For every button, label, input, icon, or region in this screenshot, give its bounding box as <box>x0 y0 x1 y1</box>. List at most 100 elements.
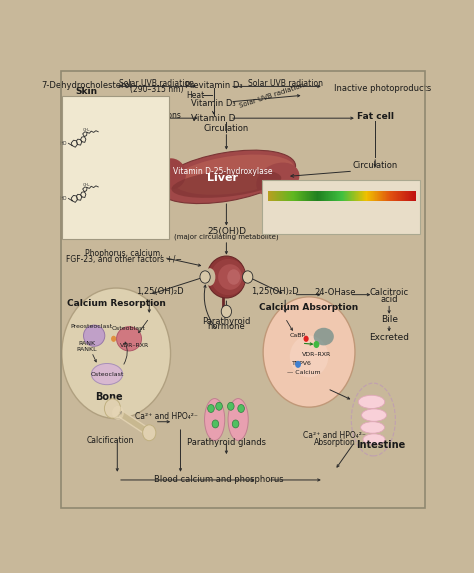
Text: Vitamin D₂: Vitamin D₂ <box>68 98 109 107</box>
Ellipse shape <box>363 434 385 445</box>
Circle shape <box>112 406 124 420</box>
Ellipse shape <box>91 363 123 384</box>
Circle shape <box>104 399 120 418</box>
Text: Liver: Liver <box>207 173 238 183</box>
Circle shape <box>216 402 222 410</box>
Text: Excreted: Excreted <box>369 333 409 343</box>
Circle shape <box>62 288 171 419</box>
Text: Calcium Absorption: Calcium Absorption <box>259 303 359 312</box>
Text: Reference range: Reference range <box>301 182 381 191</box>
Text: Intestine: Intestine <box>356 439 405 450</box>
Ellipse shape <box>218 264 242 290</box>
Circle shape <box>303 336 309 342</box>
Text: Blood calcium and phosphorus: Blood calcium and phosphorus <box>154 476 284 484</box>
Text: Osteoblast: Osteoblast <box>111 325 145 331</box>
Text: ⊕: ⊕ <box>223 307 230 316</box>
Text: 1,25(OH)₂D: 1,25(OH)₂D <box>137 286 184 296</box>
Text: Diet: Diet <box>77 112 99 121</box>
Text: HO: HO <box>68 151 76 156</box>
Text: Chylomicrons: Chylomicrons <box>130 111 182 120</box>
Text: Solar UVB radiation: Solar UVB radiation <box>119 79 194 88</box>
Text: Parathyroid: Parathyroid <box>202 317 251 325</box>
Text: ⊕: ⊕ <box>201 273 209 281</box>
Text: Kidneys: Kidneys <box>204 274 248 284</box>
Text: CH₃: CH₃ <box>74 134 83 138</box>
Text: Preosteoclast: Preosteoclast <box>71 324 113 329</box>
Text: (290–315 nm): (290–315 nm) <box>130 85 183 93</box>
Text: Vitamin D: Vitamin D <box>191 113 236 123</box>
Text: RANK: RANK <box>79 341 96 346</box>
Text: FGF-23, and other factors +/−: FGF-23, and other factors +/− <box>65 255 182 264</box>
Text: acid: acid <box>380 295 398 304</box>
Text: Deficiency: Deficiency <box>268 225 303 230</box>
Ellipse shape <box>205 399 225 441</box>
Ellipse shape <box>211 259 246 295</box>
Text: <20 ng/ml: <20 ng/ml <box>268 201 304 207</box>
Text: Heat: Heat <box>186 91 204 100</box>
Circle shape <box>313 341 319 348</box>
Text: VDR–RXR: VDR–RXR <box>120 343 149 348</box>
Text: 25(OH)D: 25(OH)D <box>207 227 246 236</box>
Text: 20–100 ng/ml: 20–100 ng/ml <box>319 201 364 207</box>
Ellipse shape <box>256 163 300 197</box>
Ellipse shape <box>157 150 296 203</box>
Text: Phophorus, calcium,: Phophorus, calcium, <box>85 249 162 258</box>
Text: 24-OHase: 24-OHase <box>315 288 356 297</box>
Ellipse shape <box>358 395 385 409</box>
Text: Fat cell: Fat cell <box>356 112 394 121</box>
Text: Vitamin D₃: Vitamin D₃ <box>100 121 140 130</box>
Circle shape <box>238 405 245 413</box>
Text: >150 ng/ml: >150 ng/ml <box>375 201 415 207</box>
Circle shape <box>221 305 231 317</box>
Circle shape <box>263 297 355 407</box>
Text: Inactive photoproducts: Inactive photoproducts <box>334 84 431 93</box>
Circle shape <box>143 425 156 441</box>
Ellipse shape <box>228 399 248 441</box>
Text: Parathyroid glands: Parathyroid glands <box>187 438 266 448</box>
Text: Absorption: Absorption <box>314 438 356 446</box>
Ellipse shape <box>361 422 384 433</box>
Text: Calcification: Calcification <box>87 435 134 445</box>
Circle shape <box>232 420 239 428</box>
Ellipse shape <box>290 335 328 378</box>
Ellipse shape <box>362 409 387 421</box>
Text: Vitamin D₃: Vitamin D₃ <box>191 99 236 108</box>
Text: TRPV6: TRPV6 <box>292 361 311 366</box>
Text: CH₂: CH₂ <box>86 124 95 129</box>
Text: Previtamin D₃: Previtamin D₃ <box>185 81 242 90</box>
Ellipse shape <box>83 325 105 346</box>
Text: Solar UVB radiation: Solar UVB radiation <box>238 82 305 109</box>
Circle shape <box>212 420 219 428</box>
Ellipse shape <box>172 169 281 198</box>
Text: Circulation: Circulation <box>204 124 249 133</box>
Text: (major circulating metabolite): (major circulating metabolite) <box>174 234 279 240</box>
Text: Skin: Skin <box>76 87 98 96</box>
Text: 30–60 ng/ml: 30–60 ng/ml <box>320 226 362 233</box>
Circle shape <box>208 405 214 413</box>
Text: HO: HO <box>59 197 67 202</box>
Ellipse shape <box>117 327 142 351</box>
Text: Solar UVB radiation: Solar UVB radiation <box>248 79 323 88</box>
Text: ⊕: ⊕ <box>244 273 251 281</box>
Text: VDR–RXR: VDR–RXR <box>302 352 331 357</box>
Text: 1-OHase: 1-OHase <box>210 266 243 275</box>
Text: Vitamin D-25-hydroxylase: Vitamin D-25-hydroxylase <box>173 167 273 175</box>
Ellipse shape <box>204 268 215 286</box>
Text: — Calcium: — Calcium <box>287 370 320 375</box>
Text: Calcitroic: Calcitroic <box>370 288 409 297</box>
Text: hormone: hormone <box>208 323 245 331</box>
Text: RANKL: RANKL <box>77 347 98 352</box>
Text: Intoxication: Intoxication <box>376 225 415 230</box>
Circle shape <box>200 271 210 283</box>
Text: Ca²⁺ and HPO₄²⁻: Ca²⁺ and HPO₄²⁻ <box>303 431 366 440</box>
Ellipse shape <box>173 155 294 195</box>
Text: 1,25(OH)₂D: 1,25(OH)₂D <box>251 286 299 296</box>
Circle shape <box>228 402 234 410</box>
Text: HO: HO <box>68 205 76 210</box>
Text: Calcium Resorption: Calcium Resorption <box>67 299 165 308</box>
Text: HO: HO <box>59 142 67 146</box>
Text: CH₂: CH₂ <box>74 189 83 194</box>
Text: Circulation: Circulation <box>353 162 398 170</box>
Circle shape <box>295 361 301 368</box>
Text: Ca²⁺ and HPO₄²⁻: Ca²⁺ and HPO₄²⁻ <box>135 412 198 421</box>
